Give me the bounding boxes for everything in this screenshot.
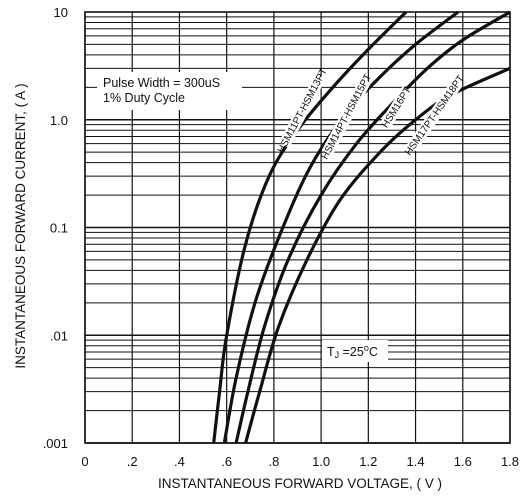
y-axis-label: INSTANTANEOUS FORWARD CURRENT, ( A ) [13, 83, 28, 368]
x-tick-label: .6 [221, 454, 232, 469]
y-tick-label: 1.0 [50, 113, 68, 128]
x-tick-label: 1.8 [501, 454, 519, 469]
y-tick-label: .001 [43, 436, 68, 451]
series-curve [222, 10, 460, 444]
x-tick-label: 1.2 [359, 454, 377, 469]
series-curve [234, 10, 511, 444]
x-tick-label: .8 [268, 454, 279, 469]
temperature-label-bg [322, 340, 388, 362]
curves [212, 10, 511, 444]
temperature-label: TJ =25oC [327, 343, 378, 360]
temperature-value: =25 [339, 345, 364, 359]
temperature-subscript: J [335, 350, 340, 360]
y-tick-label: 10 [54, 5, 68, 20]
pulse-width-annotation: Pulse Width = 300uS 1% Duty Cycle [97, 72, 242, 110]
temperature-symbol: T [327, 345, 335, 359]
series-label: HSM14PT-HSM15PT [320, 72, 374, 161]
series-label-group: HSM17PT-HSM18PT [403, 73, 467, 157]
x-tick-label: 0 [81, 454, 88, 469]
y-tick-label: 0.1 [50, 221, 68, 236]
series-label-group: HSM14PT-HSM15PT [320, 72, 374, 161]
series-label: HSM17PT-HSM18PT [403, 73, 467, 157]
series-label-bg [321, 77, 371, 156]
x-tick-label: 1.6 [454, 454, 472, 469]
temperature-unit: C [369, 345, 378, 359]
x-tick-label: 1.4 [407, 454, 425, 469]
series-curve [212, 10, 408, 444]
x-axis-label: INSTANTANEOUS FORWARD VOLTAGE, ( V ) [158, 476, 442, 491]
pulse-width-label: Pulse Width = 300uS [103, 76, 220, 90]
duty-cycle-label: 1% Duty Cycle [103, 91, 185, 105]
plot-frame [84, 11, 511, 444]
series-label-bg [380, 86, 413, 129]
temperature-annotation: TJ =25oC [322, 340, 388, 362]
tick-labels: 0 .2 .4 .6 .8 1.0 1.2 1.4 1.6 1.8 .001 .01 0.1 1.0 10 [43, 5, 519, 469]
x-tick-label: .4 [174, 454, 185, 469]
degree-symbol: o [364, 343, 369, 353]
x-tick-label: .2 [127, 454, 138, 469]
x-tick-label: 1.0 [312, 454, 330, 469]
pulse-width-label-bg [97, 72, 242, 110]
series-label-bg [406, 79, 463, 152]
series-label-group: HSM16PT [380, 85, 414, 130]
y-tick-label: .01 [50, 328, 68, 343]
series-label-bg [278, 73, 326, 148]
